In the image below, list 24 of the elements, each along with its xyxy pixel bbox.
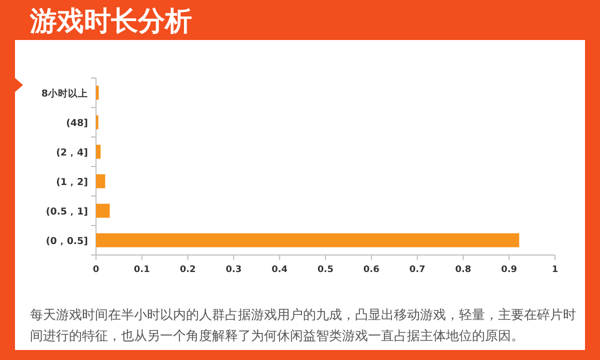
y-tick-label: (0，0.5] [46,236,88,247]
x-tick-label: 0.4 [272,265,288,275]
x-tick-label: 0.7 [409,265,426,275]
x-tick-label: 0.3 [226,265,242,275]
y-tick-label: (2，4] [56,147,88,158]
bar [96,233,520,248]
chart-title: 游戏时长分析 [29,6,192,37]
bar [96,86,99,100]
x-tick-label: 1 [552,265,558,275]
x-tick-label: 0.5 [318,265,334,275]
bar [96,174,106,188]
x-tick-label: 0.1 [134,265,150,275]
x-tick-label: 0 [92,265,100,275]
y-tick-label: 8小时以上 [41,87,88,100]
y-tick-label: (0.5，1] [46,206,88,218]
bar [96,204,110,218]
y-tick-label: (1，2] [56,176,88,188]
text: 每天游戏时间在半小时以内的人群占据游戏用户的九成，凸显出移动游戏，轻量，主要在碎片时间进行的特征，也从另一个角度解释了为何休闲益智类游戏一直占据主体地位的原因。 [30,307,577,346]
x-tick-label: 0.2 [180,265,196,275]
y-tick-label: (48] [66,118,88,129]
x-tick-label: 0.8 [455,265,472,275]
x-tick-label: 0.9 [501,265,518,275]
x-tick-label: 0.6 [363,265,380,275]
bar [96,144,101,159]
